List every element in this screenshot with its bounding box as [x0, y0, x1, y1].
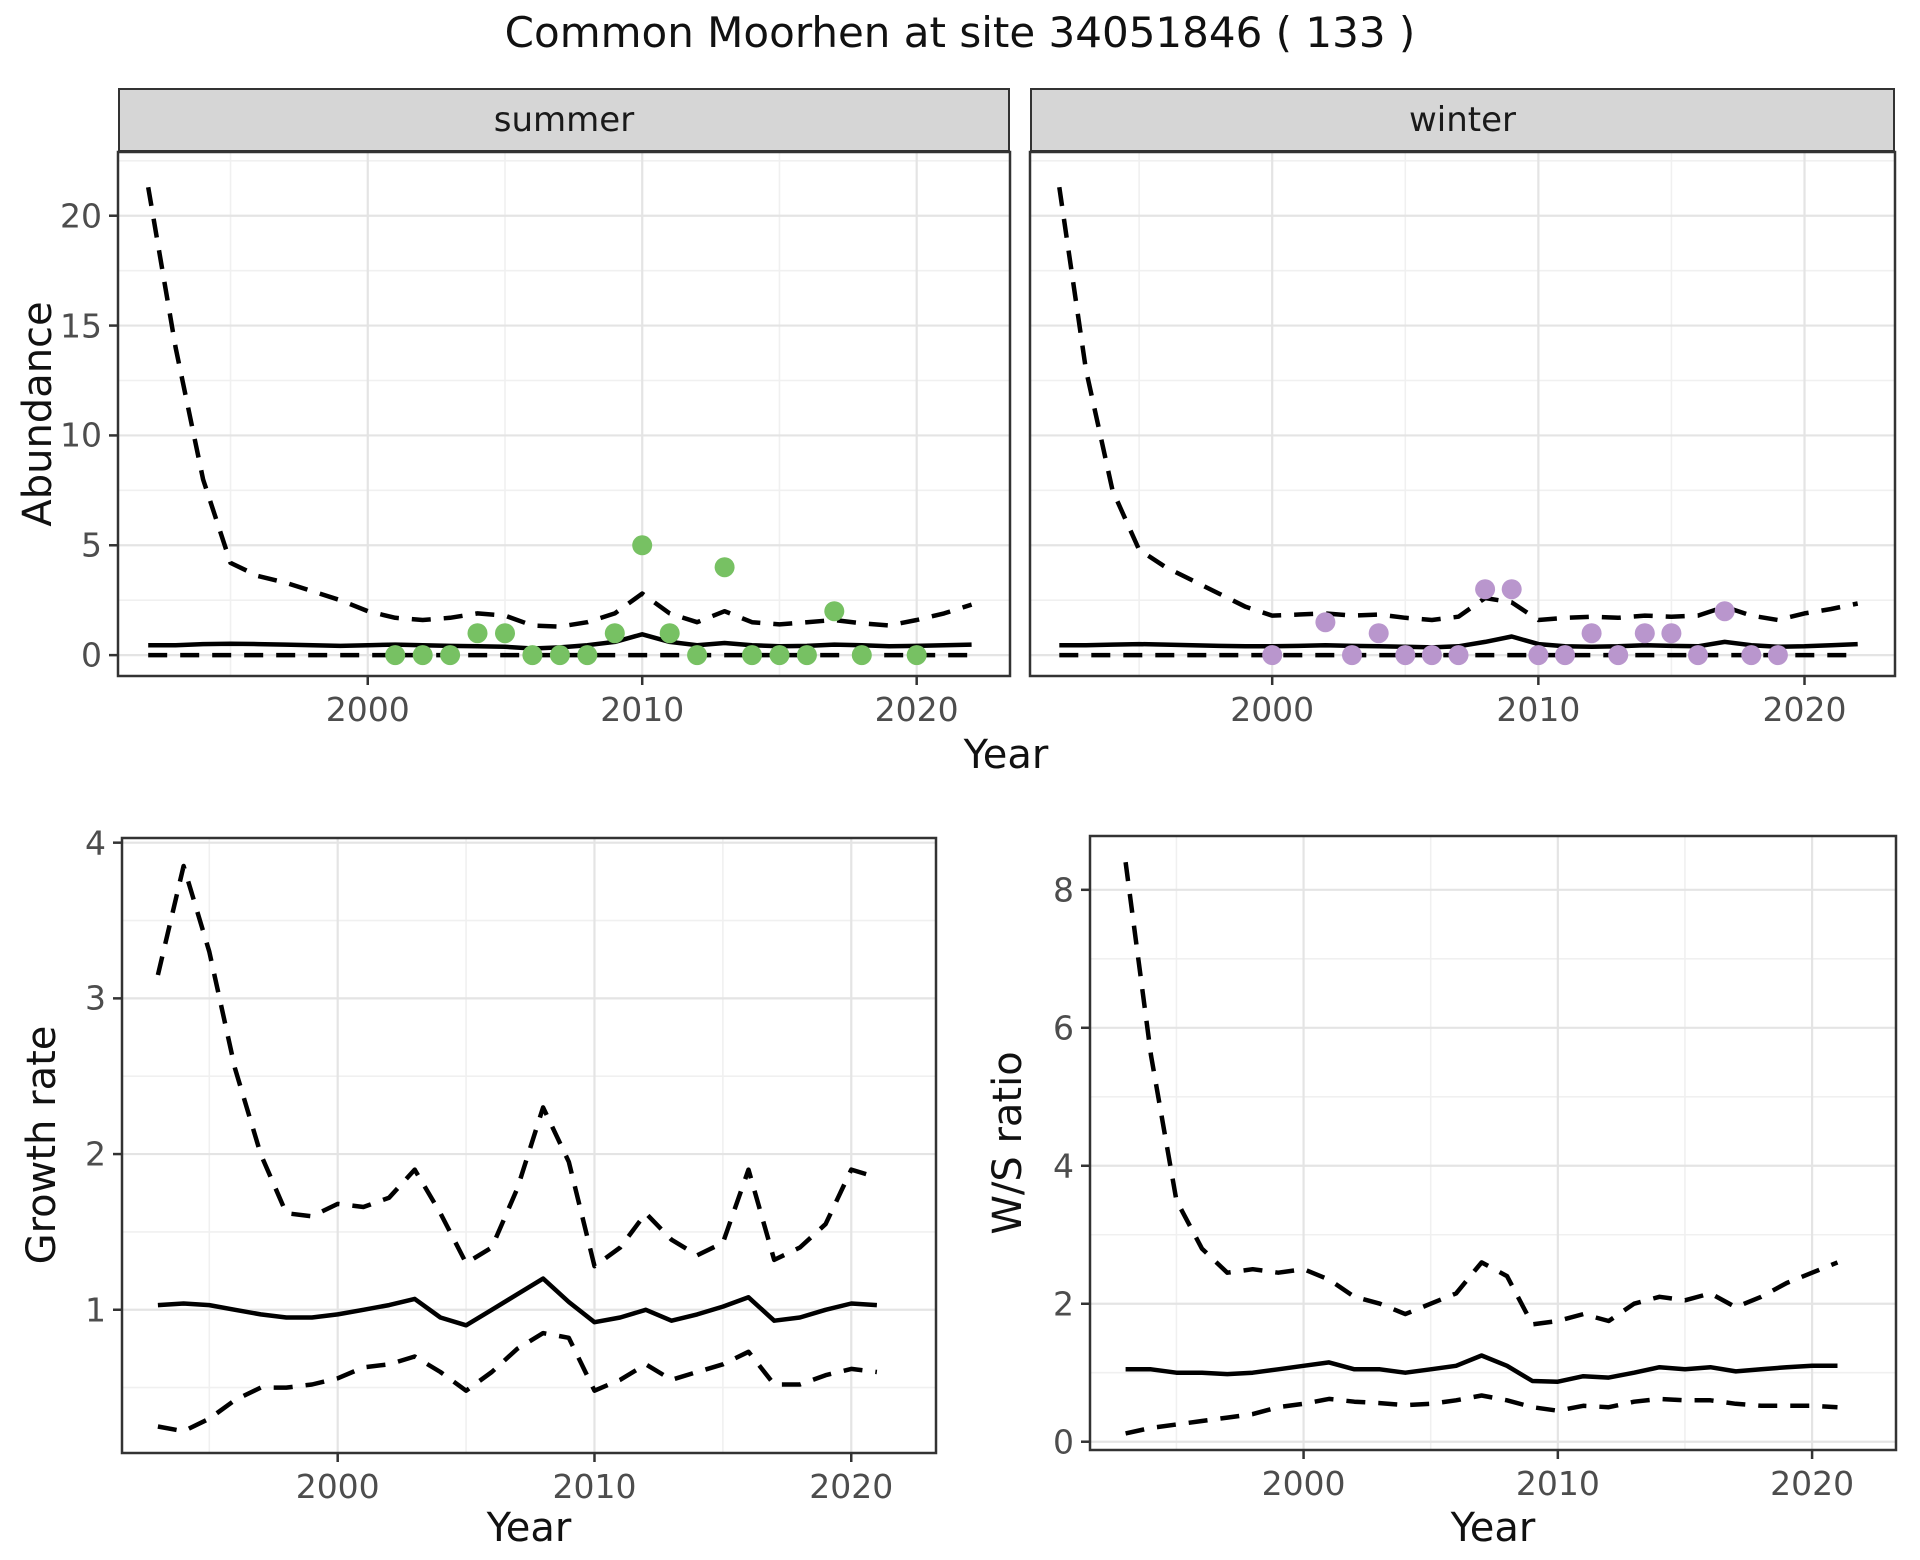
abundance-winter-observation-point: [1688, 645, 1708, 666]
abundance-winter-observation-point: [1767, 645, 1788, 666]
facet-strip-winter: winter: [1030, 88, 1895, 152]
ws-ratio-lower_95ci-line: [1125, 1393, 1838, 1436]
abundance-summer-observation-point: [824, 601, 845, 622]
tick-label: 2000: [325, 690, 410, 729]
abundance-winter-observation-point: [1741, 645, 1762, 666]
facet-strip-winter-label: winter: [1408, 100, 1517, 140]
abundance-summer-observation-point: [769, 645, 790, 666]
ws-ratio-median-line: [1125, 1353, 1838, 1384]
ws-ratio-axis-label: W/S ratio: [985, 1051, 1031, 1235]
abundance-summer-observation-point: [632, 535, 653, 556]
abundance-summer-observation-point: [687, 645, 708, 666]
abundance-summer-observation-point: [467, 623, 488, 644]
tick-label: 8: [1053, 870, 1074, 910]
tick-label: 20: [60, 196, 102, 236]
abundance-summer-observation-point: [495, 623, 515, 644]
tick-label: 2020: [809, 1467, 894, 1506]
tick-label: 2000: [1230, 690, 1315, 729]
tick-label: 0: [81, 635, 102, 675]
figure-title: Common Moorhen at site 34051846 ( 133 ): [504, 8, 1416, 57]
tick-label: 2: [85, 1134, 106, 1174]
growth-rate-data-layer: [155, 863, 878, 1434]
ratio-year-axis-label: Year: [1450, 1505, 1536, 1551]
tick-label: 2020: [1770, 1464, 1855, 1503]
facet-strip-summer-label: summer: [493, 100, 635, 140]
abundance-winter-observation-point: [1315, 612, 1336, 633]
abundance-winter-observation-point: [1661, 623, 1682, 644]
abundance-winter-observation-point: [1448, 645, 1469, 666]
abundance-summer-data-layer: [145, 186, 973, 666]
abundance-summer-observation-point: [906, 645, 927, 666]
tick-label: 6: [1053, 1008, 1074, 1048]
abundance-summer-observation-point: [412, 645, 433, 666]
growth-rate-axis-label: Growth rate: [19, 1025, 65, 1265]
tick-label: 2020: [874, 690, 959, 729]
abundance-winter-observation-point: [1475, 579, 1496, 600]
abundance-winter-observation-point: [1528, 645, 1549, 666]
abundance-summer-observation-point: [851, 645, 872, 666]
abundance-summer-observation-point: [604, 623, 625, 644]
abundance-winter-observation-point: [1262, 645, 1283, 666]
abundance-summer-observation-point: [577, 645, 598, 666]
abundance-winter-observation-point: [1581, 623, 1602, 644]
top-year-axis-label: Year: [963, 732, 1049, 778]
abundance-summer-observation-point: [522, 645, 543, 666]
tick-label: 5: [81, 525, 102, 565]
abundance-winter-observation-point: [1714, 601, 1735, 622]
abundance-winter-observation-point: [1421, 645, 1442, 666]
abundance-summer-observation-point: [714, 557, 735, 578]
tick-label: 10: [60, 415, 102, 455]
abundance-winter-observation-point: [1634, 623, 1655, 644]
tick-label: 2000: [295, 1467, 380, 1506]
tick-label: 15: [60, 306, 102, 346]
tick-label: 4: [1053, 1146, 1074, 1186]
tick-label: 2010: [552, 1467, 637, 1506]
abundance-summer-observation-point: [385, 645, 406, 666]
tick-label: 2020: [1762, 690, 1847, 729]
abundance-axis-label: Abundance: [15, 301, 61, 527]
tick-label: 1: [85, 1290, 106, 1330]
abundance-summer-observation-point: [659, 623, 680, 644]
tick-label: 2: [1053, 1284, 1074, 1324]
tick-label: 2010: [1496, 690, 1581, 729]
abundance-winter-observation-point: [1342, 645, 1362, 666]
tick-label: 0: [1053, 1422, 1074, 1462]
abundance-winter-observation-point: [1555, 645, 1575, 666]
abundance-winter-observation-point: [1501, 579, 1522, 600]
growth-rate-lower_95ci-line: [157, 1330, 878, 1434]
tick-label: 2000: [1261, 1464, 1346, 1503]
abundance-winter-upper_95ci-line: [1057, 186, 1859, 623]
abundance-summer-observation-point: [796, 645, 817, 666]
tick-label: 3: [85, 978, 106, 1018]
growth-rate-upper_95ci-line: [155, 863, 878, 1269]
ws-ratio-upper_95ci-line: [1123, 861, 1839, 1327]
abundance-summer-observation-point: [742, 645, 762, 666]
abundance-winter-observation-point: [1395, 645, 1416, 666]
tick-label: 2010: [1515, 1464, 1600, 1503]
abundance-summer-observation-point: [440, 645, 461, 666]
tick-label: 4: [85, 823, 106, 863]
tick-label: 2010: [600, 690, 685, 729]
abundance-winter-observation-point: [1608, 645, 1629, 666]
growth-year-axis-label: Year: [486, 1505, 572, 1551]
growth-rate-median-line: [157, 1276, 878, 1328]
facet-strip-summer: summer: [118, 88, 1010, 152]
abundance-summer-observation-point: [549, 645, 570, 666]
abundance-winter-data-layer: [1057, 186, 1859, 666]
ws-ratio-data-layer: [1123, 861, 1839, 1436]
abundance-winter-observation-point: [1368, 623, 1389, 644]
